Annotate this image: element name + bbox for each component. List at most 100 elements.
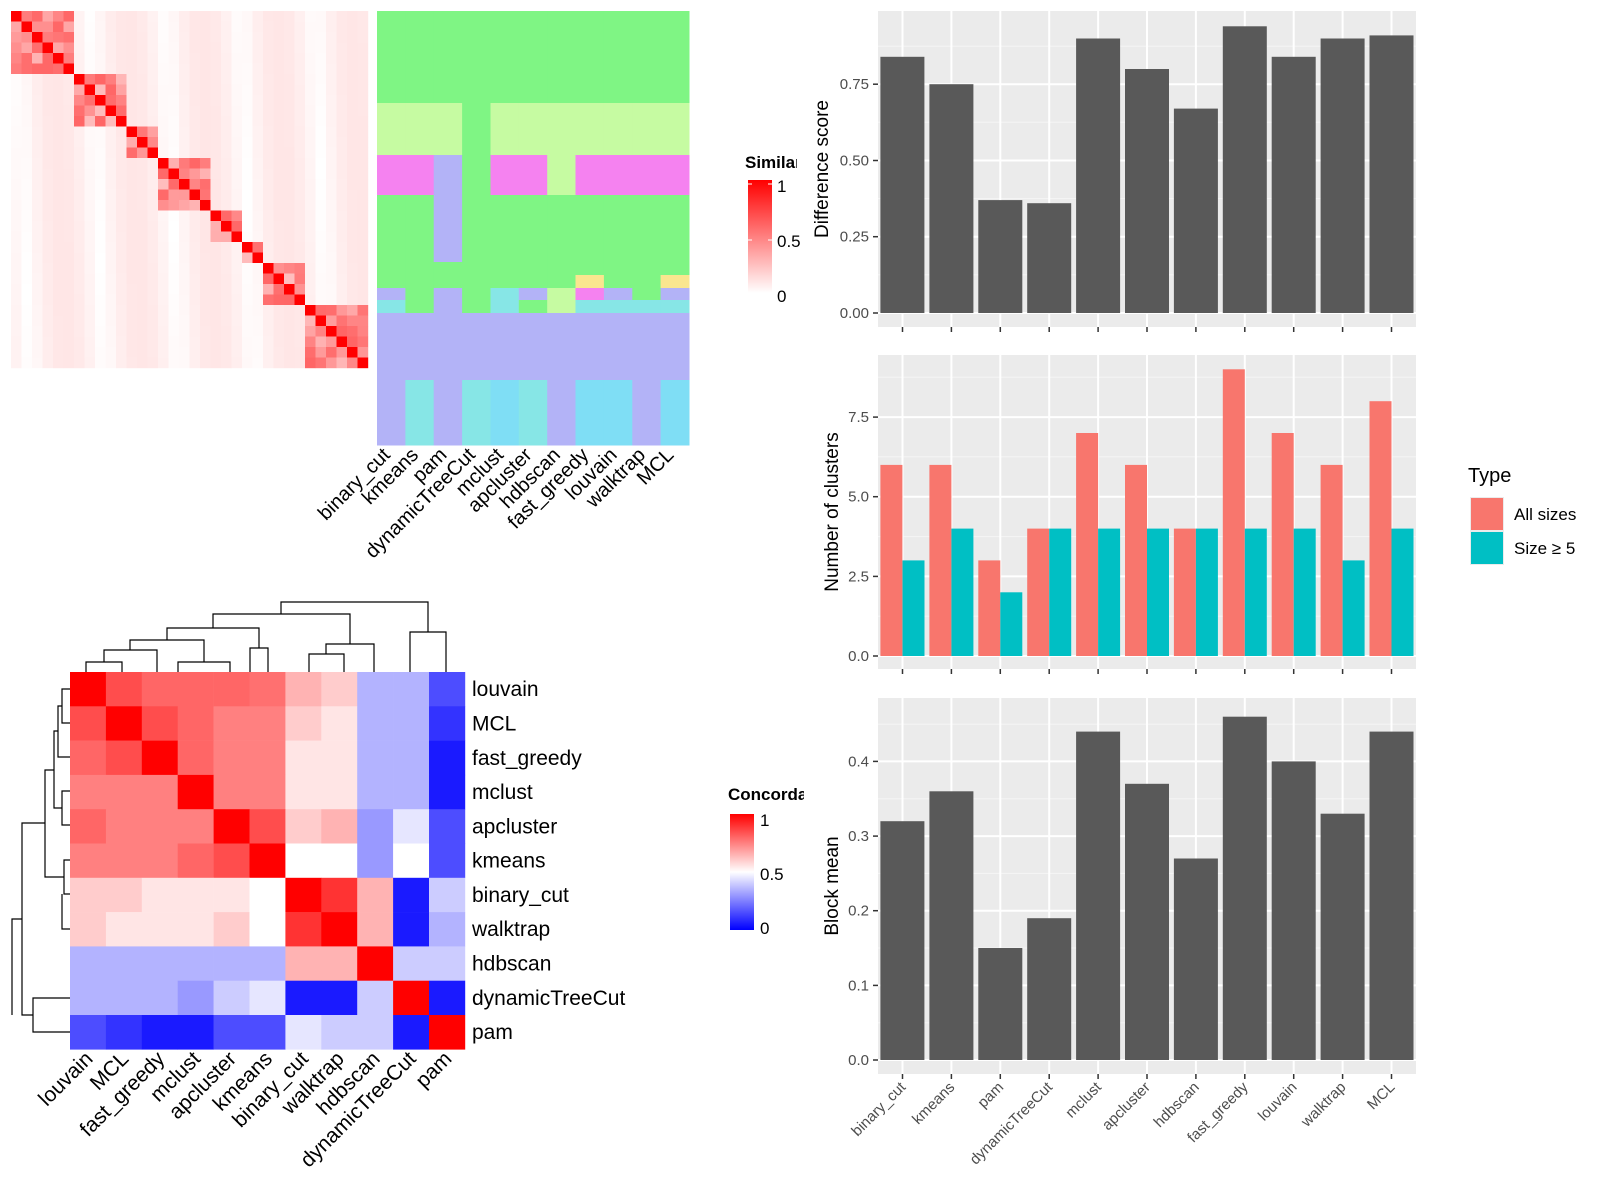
similarity-cell (200, 179, 211, 190)
similarity-cell (21, 95, 33, 106)
similarity-cell (326, 263, 337, 274)
similarity-cell (137, 105, 148, 117)
similarity-cell (158, 105, 169, 117)
similarity-cell (84, 53, 96, 64)
similarity-cell (53, 116, 64, 127)
similarity-cell (63, 326, 75, 337)
similarity-cell (95, 231, 106, 243)
similarity-cell (263, 357, 274, 369)
similarity-cell (84, 294, 96, 306)
x-tick-label-binary_cut: binary_cut (848, 1078, 910, 1140)
similarity-cell (53, 158, 64, 169)
similarity-cell (357, 74, 369, 85)
bar-pam (978, 948, 1023, 1060)
similarity-cell (126, 32, 138, 43)
similarity-cell (347, 263, 358, 274)
similarity-cell (147, 200, 159, 211)
similarity-cell (147, 284, 159, 295)
similarity-tick-0: 0 (777, 287, 786, 306)
similarity-cell (200, 315, 211, 327)
similarity-cell (116, 326, 127, 337)
similarity-cell (74, 95, 85, 106)
cluster-cell (490, 313, 520, 381)
cluster-cell (632, 313, 662, 381)
similarity-cell (95, 252, 106, 264)
similarity-cell (252, 294, 264, 306)
similarity-cell (336, 200, 348, 211)
similarity-cell (42, 53, 54, 64)
similarity-cell (294, 284, 306, 295)
similarity-cell (315, 84, 327, 96)
similarity-cell (11, 84, 22, 96)
similarity-cell (305, 137, 316, 148)
similarity-cell (32, 158, 43, 169)
similarity-cell (84, 273, 96, 285)
similarity-cell (336, 294, 348, 306)
similarity-cell (84, 168, 96, 180)
concordance-cell (249, 672, 286, 707)
similarity-cell (116, 357, 127, 369)
similarity-cell (305, 95, 316, 106)
similarity-cell (147, 221, 159, 232)
similarity-cell (231, 84, 243, 96)
similarity-cell (347, 221, 358, 232)
concordance-col-label-pam: pam (411, 1047, 456, 1092)
similarity-cell (252, 126, 264, 138)
similarity-cell (252, 11, 264, 22)
concordance-cell (141, 980, 178, 1016)
similarity-cell (126, 263, 138, 274)
similarity-cell (168, 336, 180, 348)
similarity-cell (158, 95, 169, 106)
similarity-cell (179, 53, 190, 64)
similarity-cell (147, 158, 159, 169)
similarity-cell (294, 347, 306, 358)
similarity-cell (189, 32, 201, 43)
similarity-cell (158, 179, 169, 190)
concordance-cell (285, 912, 322, 947)
cluster-cell (547, 195, 577, 263)
similarity-cell (336, 147, 348, 159)
similarity-cell (74, 105, 85, 117)
concordance-cell (105, 740, 143, 776)
similarity-cell (126, 63, 138, 75)
similarity-cell (21, 252, 33, 264)
cluster-cell (603, 155, 633, 196)
similarity-cell (284, 284, 295, 295)
similarity-cell (147, 32, 159, 43)
cluster-cell (575, 11, 605, 104)
cluster-cell (547, 380, 577, 446)
similarity-cell (168, 231, 180, 243)
similarity-cell (168, 158, 180, 169)
similarity-cell (179, 63, 190, 75)
similarity-cell (357, 284, 369, 295)
similarity-cell (168, 263, 180, 274)
similarity-cell (200, 32, 211, 43)
similarity-cell (168, 273, 180, 285)
similarity-cell (221, 305, 232, 316)
similarity-cell (221, 116, 232, 127)
similarity-cell (294, 168, 306, 180)
similarity-cell (32, 210, 43, 222)
similarity-cell (231, 221, 243, 232)
y-tick-label: 0.4 (848, 753, 869, 770)
similarity-cell (210, 179, 222, 190)
similarity-cell (252, 336, 264, 348)
similarity-cell (126, 21, 138, 33)
similarity-cell (231, 63, 243, 75)
similarity-cell (95, 284, 106, 295)
similarity-cell (284, 126, 295, 138)
bar-MCL (1369, 731, 1414, 1060)
concordance-cell (70, 843, 107, 879)
concordance-cell (249, 809, 286, 844)
similarity-cell (252, 105, 264, 117)
similarity-cell (84, 242, 96, 253)
similarity-cell (242, 305, 253, 316)
similarity-cell (210, 32, 222, 43)
concordance-cell (141, 877, 178, 913)
similarity-cell (221, 336, 232, 348)
cluster-cell (603, 300, 633, 314)
similarity-cell (63, 284, 75, 295)
similarity-cell (126, 273, 138, 285)
bar-fast_greedy (1222, 716, 1267, 1060)
similarity-cell (315, 147, 327, 159)
